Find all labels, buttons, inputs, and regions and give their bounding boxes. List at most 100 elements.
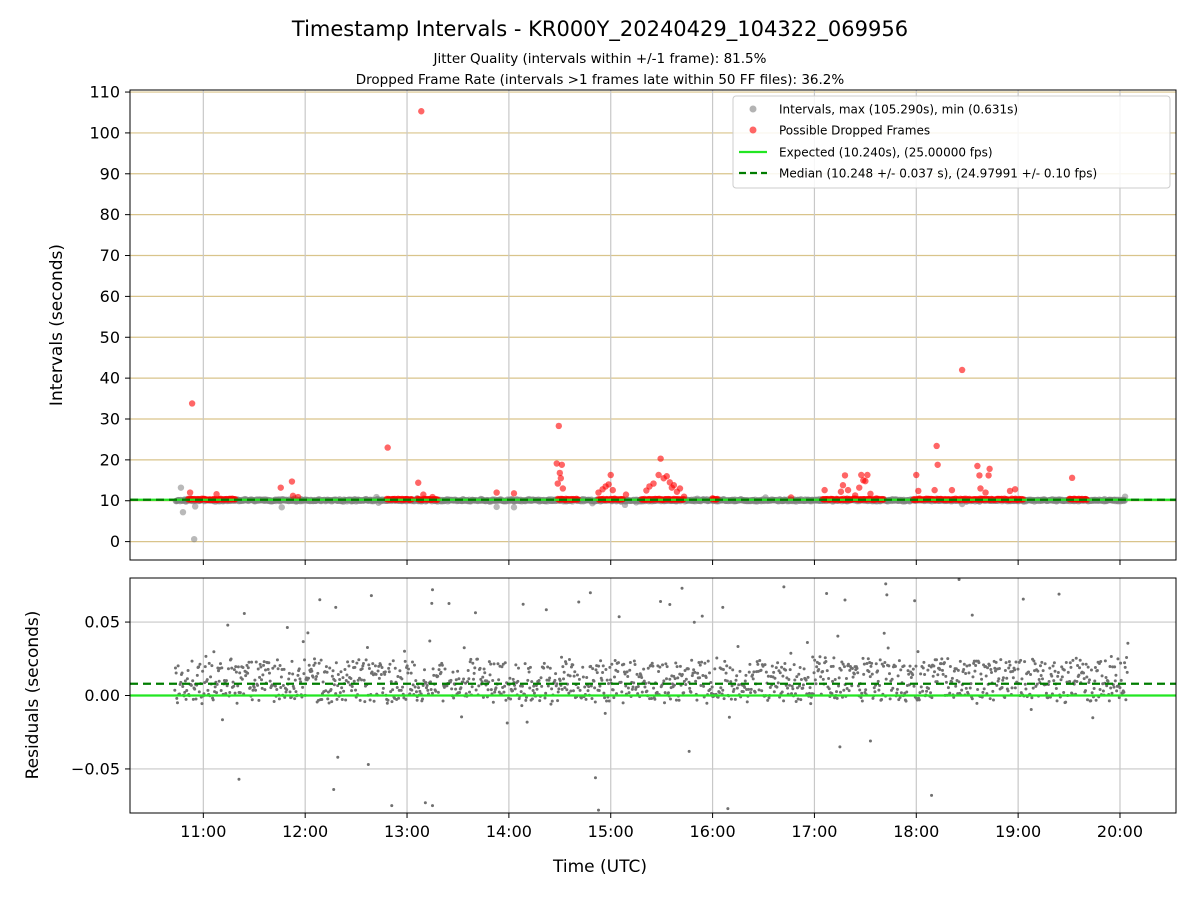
residual-point	[948, 665, 952, 669]
residual-point	[262, 660, 266, 664]
residual-point	[767, 696, 771, 700]
residual-point	[560, 687, 564, 691]
residual-point	[1056, 670, 1060, 674]
residual-point	[1099, 659, 1103, 663]
residual-point	[406, 671, 410, 675]
residual-point	[695, 698, 699, 702]
residual-point	[933, 670, 937, 674]
residual-point	[1001, 676, 1005, 680]
dropped-frame-point	[821, 486, 828, 494]
residual-point	[544, 608, 548, 612]
residual-point	[630, 687, 634, 691]
residual-point	[335, 697, 339, 701]
residual-point	[339, 670, 343, 674]
residual-point	[430, 588, 434, 592]
residual-point	[970, 613, 974, 617]
residual-point	[1114, 673, 1118, 677]
residual-point	[424, 680, 428, 684]
residual-point	[450, 687, 454, 691]
dropped-frame-point	[676, 485, 684, 492]
residual-point	[702, 684, 706, 688]
residual-point	[1064, 661, 1068, 665]
residual-point	[431, 667, 435, 671]
residual-point	[1021, 597, 1025, 601]
residual-point	[318, 598, 322, 602]
residual-point	[508, 676, 512, 680]
dropped-frame-point	[1068, 474, 1076, 482]
dropped-frame-point	[862, 477, 869, 485]
residual-point	[700, 614, 704, 618]
residual-point	[1084, 689, 1088, 693]
residual-point	[544, 691, 548, 695]
residual-point	[1119, 661, 1123, 665]
residual-point	[418, 689, 422, 693]
residual-point	[883, 660, 887, 664]
residual-point	[764, 670, 768, 674]
residual-point	[1003, 669, 1007, 673]
residual-point	[523, 662, 527, 666]
residual-point	[598, 684, 602, 688]
residual-point	[497, 690, 501, 694]
residual-point	[698, 676, 702, 680]
residual-point	[1036, 669, 1040, 673]
residual-point	[1037, 677, 1041, 681]
residual-point	[684, 677, 688, 681]
residual-point	[316, 671, 320, 675]
residual-point	[931, 674, 935, 678]
residual-point	[895, 687, 899, 691]
residual-point	[386, 698, 390, 702]
residual-point	[613, 675, 617, 679]
residual-point	[973, 669, 977, 673]
residual-point	[398, 669, 402, 673]
residual-point	[650, 661, 654, 665]
residual-point	[539, 676, 543, 680]
chart-subtitle-jitter: Jitter Quality (intervals within +/-1 fr…	[433, 51, 767, 67]
residual-point	[722, 697, 726, 701]
dropped-frame-point	[188, 400, 196, 407]
residual-point	[967, 671, 971, 675]
legend-dropped-frames-label: Possible Dropped Frames	[779, 124, 930, 138]
residual-point	[516, 679, 520, 683]
residual-point	[1060, 665, 1064, 669]
residual-point	[226, 667, 230, 671]
residual-point	[210, 664, 214, 668]
residual-point	[758, 658, 762, 662]
residual-point	[1100, 674, 1104, 678]
residual-point	[812, 671, 816, 675]
residual-point	[1062, 690, 1066, 694]
residual-point	[303, 658, 307, 662]
residual-point	[1106, 679, 1110, 683]
residual-point	[438, 663, 442, 667]
residual-point	[819, 675, 823, 679]
residual-point	[542, 661, 546, 665]
residual-point	[365, 645, 369, 649]
residual-point	[1107, 699, 1111, 703]
residual-point	[562, 670, 566, 674]
residual-point	[578, 688, 582, 692]
residual-point	[206, 688, 210, 692]
residual-point	[930, 793, 934, 797]
residual-point	[520, 684, 524, 688]
residual-point	[993, 669, 997, 673]
residual-point	[597, 689, 601, 693]
residual-point	[780, 665, 784, 669]
residual-point	[232, 668, 236, 672]
residual-point	[1029, 673, 1033, 677]
residual-point	[257, 698, 261, 702]
residual-point	[228, 690, 232, 694]
residual-point	[1040, 660, 1044, 664]
residual-point	[237, 777, 241, 781]
residual-point	[799, 677, 803, 681]
residual-point	[313, 657, 317, 661]
residual-point	[377, 676, 381, 680]
residual-point	[616, 669, 620, 673]
residual-point	[919, 685, 923, 689]
residual-point	[346, 660, 350, 664]
residual-point	[366, 763, 370, 767]
residual-point	[1113, 679, 1117, 683]
residual-point	[235, 701, 239, 705]
residual-point	[1081, 662, 1085, 666]
residual-point	[589, 664, 593, 668]
residual-point	[1047, 680, 1051, 684]
residual-point	[457, 677, 461, 681]
